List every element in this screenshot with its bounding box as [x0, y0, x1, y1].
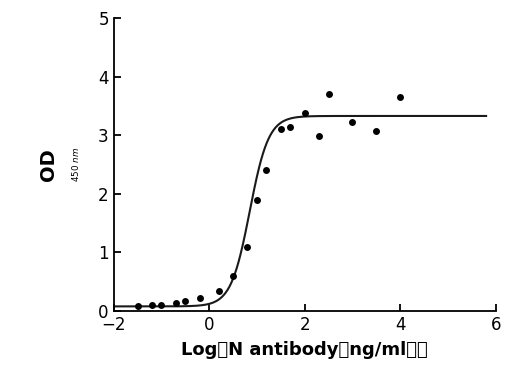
Point	[181, 298, 189, 304]
Point	[286, 124, 294, 130]
Text: $_{450\ nm}$: $_{450\ nm}$	[69, 147, 82, 182]
Point	[301, 110, 309, 116]
Point	[253, 197, 261, 203]
Point	[325, 91, 333, 97]
Point	[243, 244, 251, 250]
Point	[348, 120, 356, 125]
Point	[172, 300, 180, 306]
Text: OD: OD	[39, 148, 58, 181]
Point	[262, 168, 270, 174]
X-axis label: Log（N antibody（ng/ml））: Log（N antibody（ng/ml））	[181, 341, 428, 359]
Point	[148, 302, 156, 308]
Point	[396, 94, 404, 100]
Point	[315, 133, 323, 139]
Point	[215, 287, 223, 293]
Point	[229, 273, 237, 279]
Point	[276, 127, 285, 132]
Point	[134, 303, 142, 309]
Point	[157, 302, 165, 307]
Point	[372, 128, 380, 134]
Point	[196, 295, 204, 301]
